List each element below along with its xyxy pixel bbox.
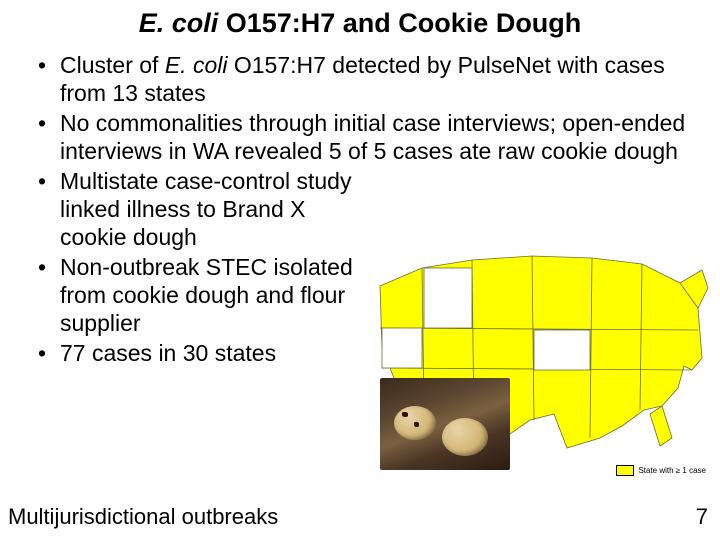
slide-footer: Multijurisdictional outbreaks 7 [8,504,708,530]
bullet-item: Non-outbreak STEC isolated from cookie d… [38,253,358,337]
image-region: State with ≥ 1 case [362,238,712,478]
bullet-item: Multistate case-control study linked ill… [38,167,358,251]
legend-swatch [616,465,634,476]
footer-left: Multijurisdictional outbreaks [8,504,278,530]
cookie-dough-photo [380,378,510,470]
bullet-item: Cluster of E. coli O157:H7 detected by P… [38,51,690,107]
slide-title: E. coli O157:H7 and Cookie Dough [0,0,720,51]
bullet-item: 77 cases in 30 states [38,339,358,367]
legend-label: State with ≥ 1 case [638,466,706,475]
map-legend: State with ≥ 1 case [616,465,706,476]
page-number: 7 [696,504,708,530]
title-rest: O157:H7 and Cookie Dough [218,8,581,38]
title-italic: E. coli [139,8,219,38]
bullet-item: No commonalities through initial case in… [38,109,690,165]
